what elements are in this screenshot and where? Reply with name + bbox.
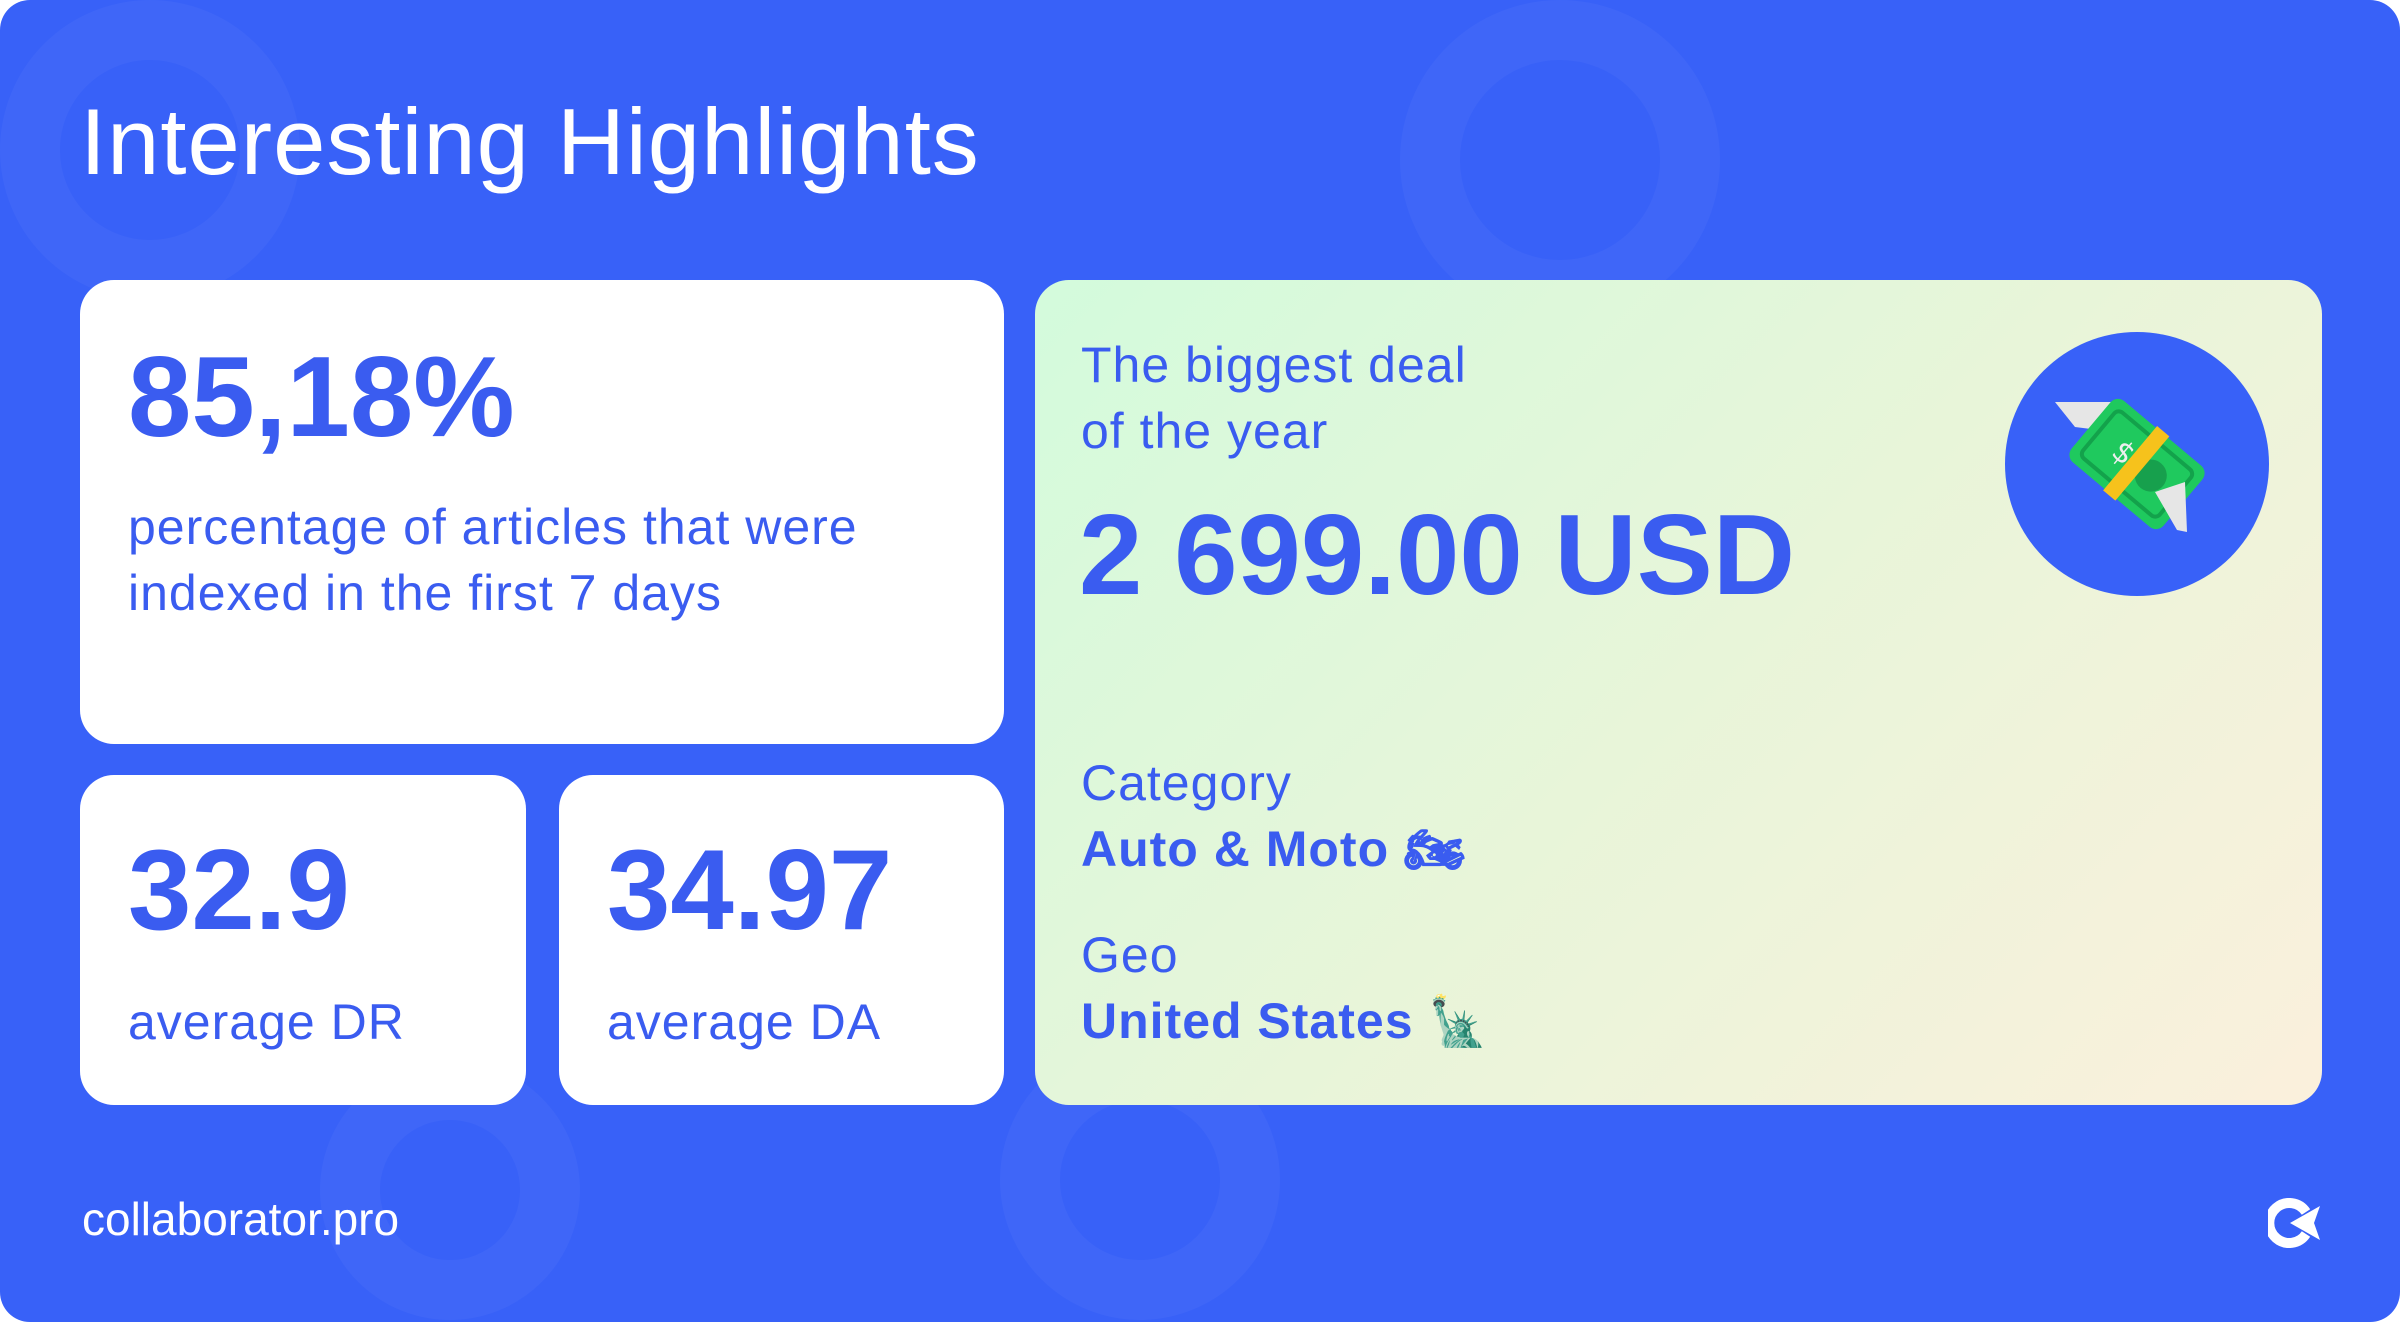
dr-card: 32.9 average DR [80, 775, 526, 1105]
dr-value: 32.9 [128, 827, 350, 954]
geo-label: Geo [1081, 927, 1179, 983]
dr-label: average DR [128, 994, 405, 1050]
deal-heading-line2: of the year [1081, 403, 1329, 459]
statue-of-liberty-icon: 🗽 [1428, 996, 1490, 1049]
category-label: Category [1081, 755, 1292, 811]
da-card: 34.97 average DA [559, 775, 1004, 1105]
collaborator-logo-icon [2264, 1198, 2324, 1253]
biggest-deal-card: The biggest deal of the year 2 699.00 US… [1035, 280, 2322, 1105]
geo-row: United States 🗽 [1081, 992, 1489, 1050]
da-value: 34.97 [607, 827, 893, 954]
indexed-card: 85,18% percentage of articles that were … [80, 280, 1004, 744]
deal-amount: 2 699.00 USD [1079, 492, 1796, 619]
page-title: Interesting Highlights [80, 89, 980, 194]
geo-value: United States [1081, 993, 1414, 1049]
money-with-wings-icon: $ [2005, 332, 2269, 596]
deal-heading-line1: The biggest deal [1081, 337, 1467, 393]
indexed-label: percentage of articles that were indexed… [128, 499, 858, 621]
bg-pattern [1400, 0, 1720, 320]
category-row: Auto & Moto 🏍 [1081, 820, 1466, 878]
footer-site: collaborator.pro [82, 1193, 400, 1245]
da-label: average DA [607, 994, 882, 1050]
motorcycle-icon: 🏍 [1404, 824, 1466, 877]
category-value: Auto & Moto [1081, 821, 1390, 877]
indexed-value: 85,18% [128, 334, 515, 461]
